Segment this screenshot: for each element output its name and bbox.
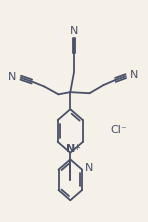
Text: N: N	[85, 163, 93, 173]
Text: +: +	[73, 143, 80, 152]
Text: Cl⁻: Cl⁻	[110, 125, 127, 135]
Text: N: N	[70, 26, 78, 36]
Text: N: N	[66, 144, 75, 154]
Text: N: N	[130, 70, 139, 80]
Text: N: N	[8, 71, 16, 82]
